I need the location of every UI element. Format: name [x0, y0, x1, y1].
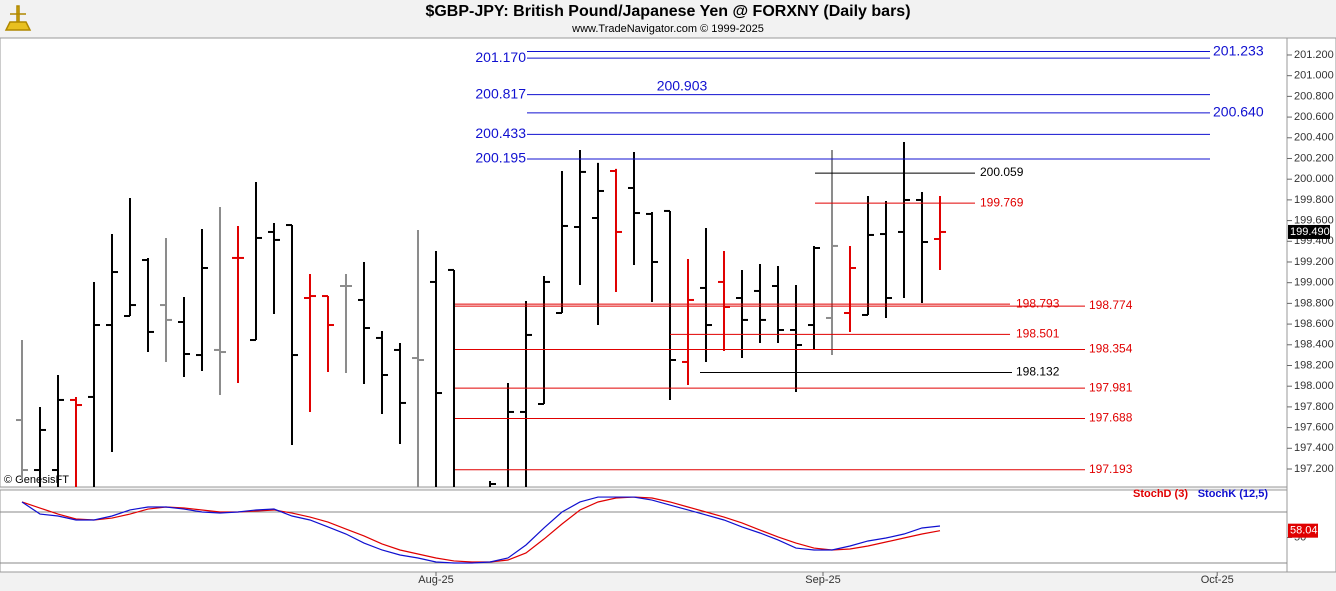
stoch-plot — [21, 496, 941, 564]
y-tick-label: 199.800 — [1294, 194, 1334, 206]
level-label: 200.640 — [1213, 104, 1264, 120]
y-tick-label: 200.800 — [1294, 90, 1334, 102]
level-label: 198.793 — [1016, 296, 1060, 310]
y-tick-label: 201.200 — [1294, 49, 1334, 61]
y-tick-label: 199.600 — [1294, 214, 1334, 226]
level-label: 200.817 — [475, 85, 526, 101]
logo — [4, 5, 32, 31]
legend-entry: StochK (12,5) — [1198, 488, 1269, 500]
y-tick-label: 197.600 — [1294, 421, 1334, 433]
level-label: 197.688 — [1089, 411, 1133, 425]
y-tick-label: 198.200 — [1294, 359, 1334, 371]
level-label: 197.981 — [1089, 380, 1133, 394]
level-label: 200.433 — [475, 125, 526, 141]
level-label: 197.193 — [1089, 462, 1133, 476]
y-tick-label: 199.000 — [1294, 277, 1334, 289]
legend-entry: StochD (3) — [1133, 488, 1188, 500]
level-label: 201.170 — [475, 49, 526, 65]
y-tick-label: 199.200 — [1294, 256, 1334, 268]
level-label: 200.195 — [475, 150, 526, 166]
chart-title: $GBP-JPY: British Pound/Japanese Yen @ F… — [425, 3, 910, 20]
stoch-line — [21, 496, 941, 564]
y-tick-label: 198.000 — [1294, 380, 1334, 392]
level-label: 200.059 — [980, 165, 1024, 179]
level-label: 199.769 — [980, 195, 1024, 209]
price-plot — [15, 142, 946, 487]
x-tick-label: Oct-25 — [1201, 574, 1234, 586]
last-value-label: 58.04 — [1290, 525, 1318, 537]
last-price-label: 199.490 — [1290, 226, 1330, 238]
y-tick-label: 200.000 — [1294, 173, 1334, 185]
y-tick-label: 200.600 — [1294, 111, 1334, 123]
last-value-box — [1288, 523, 1318, 538]
level-label: 201.233 — [1213, 42, 1264, 58]
last-price-box — [1288, 224, 1330, 239]
y-tick-label: 197.800 — [1294, 401, 1334, 413]
y-tick-label: 197.200 — [1294, 463, 1334, 475]
y-tick-label: 198.600 — [1294, 318, 1334, 330]
chart-subtitle: www.TradeNavigator.com © 1999-2025 — [571, 23, 764, 35]
y-tick-label: 200.200 — [1294, 152, 1334, 164]
value-axis — [1286, 37, 1336, 573]
level-label: 198.501 — [1016, 327, 1060, 341]
level-label: 198.132 — [1016, 365, 1060, 379]
y-tick-label: 197.400 — [1294, 442, 1334, 454]
level-label: 198.774 — [1089, 298, 1133, 312]
stoch-panel — [0, 489, 1288, 573]
y-tick-label: 201.000 — [1294, 70, 1334, 82]
level-label: 198.354 — [1089, 342, 1133, 356]
x-tick-label: Aug-25 — [418, 574, 453, 586]
copyright-note: © GenesisFT — [4, 474, 69, 486]
y-tick-label: 200.400 — [1294, 132, 1334, 144]
y-tick-label: 198.800 — [1294, 297, 1334, 309]
level-label: 200.903 — [657, 77, 708, 93]
x-tick-label: Sep-25 — [805, 574, 840, 586]
y-tick-label: 198.400 — [1294, 339, 1334, 351]
